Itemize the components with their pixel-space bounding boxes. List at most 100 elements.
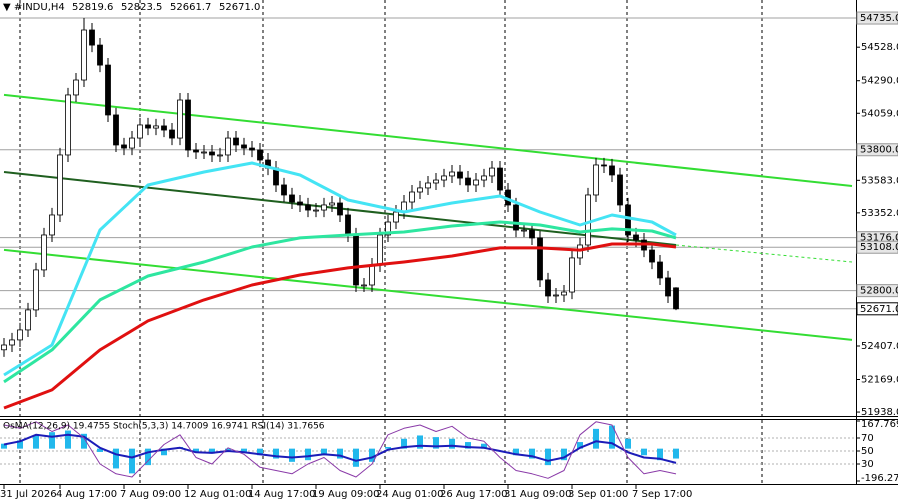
candle-body (329, 202, 335, 206)
candle-body (361, 284, 367, 287)
candle-body (385, 221, 391, 236)
candle-body (289, 194, 295, 203)
candle-body (145, 124, 151, 129)
candle-body (1, 344, 7, 351)
candle-body (121, 144, 127, 149)
candle-body (57, 154, 63, 216)
candle-body (537, 237, 543, 281)
candle-body (81, 29, 87, 81)
header-value: 52661.7 (170, 2, 211, 13)
candle-body (545, 279, 551, 297)
header-value: 52823.5 (121, 2, 162, 13)
candle-body (153, 125, 159, 129)
osma-bar (161, 448, 167, 456)
level-label-box (856, 143, 898, 157)
level-label: 53800.0 (860, 145, 898, 156)
candle-body (65, 94, 71, 156)
x-tick-label: 31 Jul 2026 (0, 489, 57, 500)
osma-bar (241, 448, 247, 452)
y-tick-label: 54528.0 (861, 42, 898, 53)
candle-body (337, 202, 343, 216)
osma-bar (49, 432, 55, 449)
trendline (3, 93, 853, 187)
candle-body (113, 114, 119, 146)
candle-body (609, 165, 615, 176)
x-tick-label: 24 Aug 01:00 (376, 489, 443, 500)
candle-body (41, 234, 47, 271)
candle-body (521, 229, 527, 232)
osma-bar (545, 448, 551, 466)
moving-average (3, 220, 677, 384)
candle-body (529, 229, 535, 239)
candle-body (593, 164, 599, 196)
osma-bar (641, 448, 647, 456)
osma-bar (193, 448, 199, 452)
x-tick-label: 12 Aug 01:00 (184, 489, 251, 500)
x-tick-label: 26 Aug 17:00 (440, 489, 507, 500)
candle-body (177, 99, 183, 139)
candle-body (657, 261, 663, 279)
osma-bar (289, 448, 295, 462)
osma-bar (65, 430, 71, 449)
osma-bar (593, 428, 599, 449)
candle-body (313, 209, 319, 212)
candle-body (465, 177, 471, 186)
candle-body (601, 164, 607, 167)
level-label: 52800.0 (860, 286, 898, 297)
moving-average (3, 161, 677, 377)
osma-bar (561, 448, 567, 461)
candle-body (497, 167, 503, 191)
osma-bar (417, 435, 423, 449)
osma-bar (369, 448, 375, 462)
candle-body (665, 277, 671, 297)
candle-body (553, 294, 559, 297)
candle-body (217, 154, 223, 157)
osma-bar (577, 442, 583, 449)
candle-body (161, 125, 167, 131)
level-label: 53108.0 (860, 242, 898, 253)
candle-body (249, 147, 255, 151)
osma-bar (673, 448, 679, 459)
y-tick-label: 53352.0 (861, 208, 898, 219)
x-tick-label: 31 Aug 09:00 (504, 489, 571, 500)
candle-body (89, 29, 95, 46)
y2-tick-label: -196.271 (861, 473, 898, 484)
osma-bar (0, 443, 7, 449)
candle-body (425, 182, 431, 189)
header-value: 52671.0 (219, 2, 260, 13)
y-tick-label: 51938.0 (861, 407, 898, 418)
candle-body (617, 174, 623, 206)
osma-bar (305, 448, 311, 461)
trendline (3, 248, 853, 341)
x-tick-label: 4 Aug 17:00 (56, 489, 117, 500)
level-label: 53176.0 (860, 233, 898, 244)
candle-body (241, 144, 247, 149)
candle-body (233, 137, 239, 146)
y2-tick-label: 167.769 (861, 419, 898, 430)
candle-body (297, 201, 303, 206)
candle-body (649, 249, 655, 263)
candle-body (449, 171, 455, 177)
osma-bar (17, 440, 23, 449)
moving-average (3, 242, 677, 410)
candle-body (305, 204, 311, 211)
symbol-header: ▼ #INDU,H4 (3, 2, 65, 13)
osma-bar (513, 448, 519, 456)
candle-body (193, 149, 199, 153)
y-tick-label: 53583.0 (861, 175, 898, 186)
osma-bar (97, 448, 103, 452)
candle-body (569, 257, 575, 293)
candle-body (321, 204, 327, 211)
candle-body (25, 309, 31, 331)
period-separators (19, 0, 763, 484)
osma-bar (113, 448, 119, 469)
candle-body (281, 184, 287, 196)
candle-body (129, 137, 135, 149)
osma-bar (209, 448, 215, 454)
candle-body (585, 194, 591, 246)
candle-body (673, 287, 679, 310)
osma-bar (129, 448, 135, 474)
level-label-box (856, 11, 898, 25)
